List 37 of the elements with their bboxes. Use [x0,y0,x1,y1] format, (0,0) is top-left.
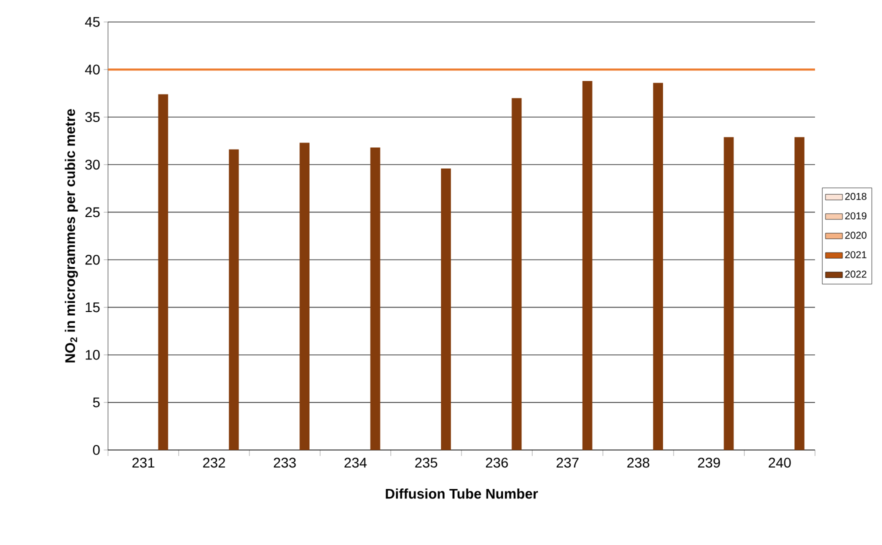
x-tick-label: 237 [556,458,578,468]
x-tick-label: 234 [344,458,367,468]
x-tick-label: 233 [274,458,296,468]
y-tick-label: 15 [86,302,100,312]
legend-label: 2019 [845,212,866,220]
y-tick-label: 0 [93,445,100,455]
x-tick-label: 235 [415,458,438,468]
y-tick-label: 25 [85,207,100,218]
y-tick-label: 40 [85,64,100,74]
bar [228,149,239,450]
y-tick-label: 30 [85,160,100,170]
x-tick-label: 238 [627,458,650,468]
y-tick-label: 10 [86,350,100,360]
bar [653,82,664,450]
x-tick-label: 239 [698,458,720,468]
y-axis-title: NO$_{2}$ in microgrammes per cubic metre [64,109,78,362]
bar [370,148,380,450]
bar [794,137,804,450]
x-axis-title: Diffusion Tube Number [386,488,538,499]
x-tick-label: 232 [203,458,225,468]
x-tick-label: 240 [768,458,791,468]
legend-label: 2022 [845,270,866,278]
x-tick-label: 236 [486,458,508,468]
y-tick-label: 45 [85,17,100,27]
legend-label: 2018 [845,192,866,200]
x-tick-label: 231 [132,458,154,468]
bar [582,80,592,450]
bar [441,168,451,450]
bar [724,137,734,450]
y-tick-label: 20 [85,254,100,265]
y-tick-label: 35 [85,112,100,122]
legend-label: 2021 [845,251,866,258]
bar [300,142,310,450]
legend-label: 2020 [845,232,866,239]
bar [512,98,522,450]
bar [158,94,168,450]
y-tick-label: 5 [93,398,100,408]
